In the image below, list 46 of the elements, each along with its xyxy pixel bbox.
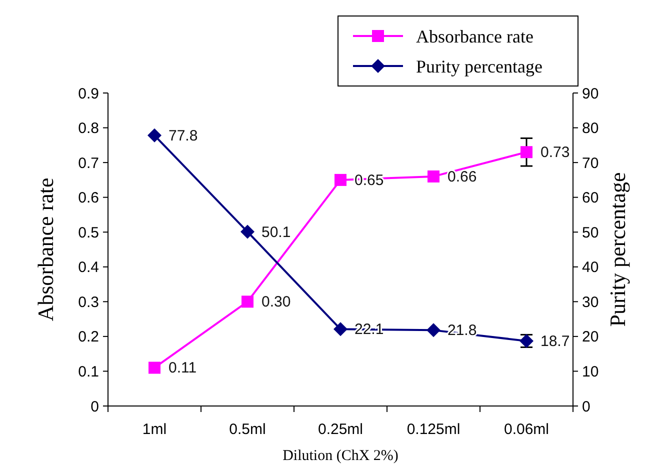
point xyxy=(428,170,440,182)
x-tick-label: 0.25ml xyxy=(318,421,364,438)
data-label: 77.8 xyxy=(168,127,198,144)
y2-tick-label: 90 xyxy=(582,85,599,102)
data-label: 18.7 xyxy=(540,332,570,350)
legend-label: Purity percentage xyxy=(416,56,542,76)
y-tick-label: 0.6 xyxy=(78,190,99,207)
x-tick-label: 0.125ml xyxy=(406,421,460,438)
y-tick-label: 0.5 xyxy=(78,224,99,242)
point xyxy=(426,323,440,338)
data-label: 0.30 xyxy=(262,294,291,311)
data-label: 0.11 xyxy=(168,360,197,377)
data-label: 0.66 xyxy=(448,168,477,186)
y-tick-label: 0 xyxy=(90,398,99,416)
y2-tick-label: 40 xyxy=(582,259,599,276)
x-tick-label: 1ml xyxy=(142,421,167,438)
point xyxy=(520,146,532,158)
point xyxy=(334,174,346,186)
y-tick-label: 0.9 xyxy=(78,85,99,102)
y2-tick-label: 10 xyxy=(582,363,599,380)
data-label: 0.73 xyxy=(540,144,570,162)
y2-tick-label: 30 xyxy=(582,294,599,311)
y2-tick-label: 0 xyxy=(582,398,590,416)
point xyxy=(148,128,162,142)
y2-tick-label: 70 xyxy=(582,154,599,172)
y2-axis-title: Purity percentage xyxy=(605,172,630,327)
y2-tick-label: 60 xyxy=(582,190,599,207)
y-tick-label: 0.1 xyxy=(78,363,99,380)
y-tick-label: 0.8 xyxy=(78,120,99,138)
y2-tick-label: 50 xyxy=(582,224,599,242)
y2-tick-label: 20 xyxy=(582,328,599,346)
y-axis-title: Absorbance rate xyxy=(33,178,58,322)
data-label: 50.1 xyxy=(262,224,291,241)
x-tick-label: 0.06ml xyxy=(504,421,550,438)
y2-tick-label: 80 xyxy=(582,120,599,138)
point xyxy=(148,362,160,374)
point xyxy=(334,322,348,336)
y-tick-label: 0.4 xyxy=(78,259,99,276)
legend-label: Absorbance rate xyxy=(416,26,534,46)
point xyxy=(240,224,254,239)
y-tick-label: 0.2 xyxy=(78,328,99,346)
x-tick-label: 0.5ml xyxy=(229,421,266,438)
point xyxy=(242,296,254,308)
x-axis-title: Dilution (ChX 2%) xyxy=(282,448,398,464)
y-tick-label: 0.7 xyxy=(78,154,99,172)
y-tick-label: 0.3 xyxy=(78,294,99,311)
